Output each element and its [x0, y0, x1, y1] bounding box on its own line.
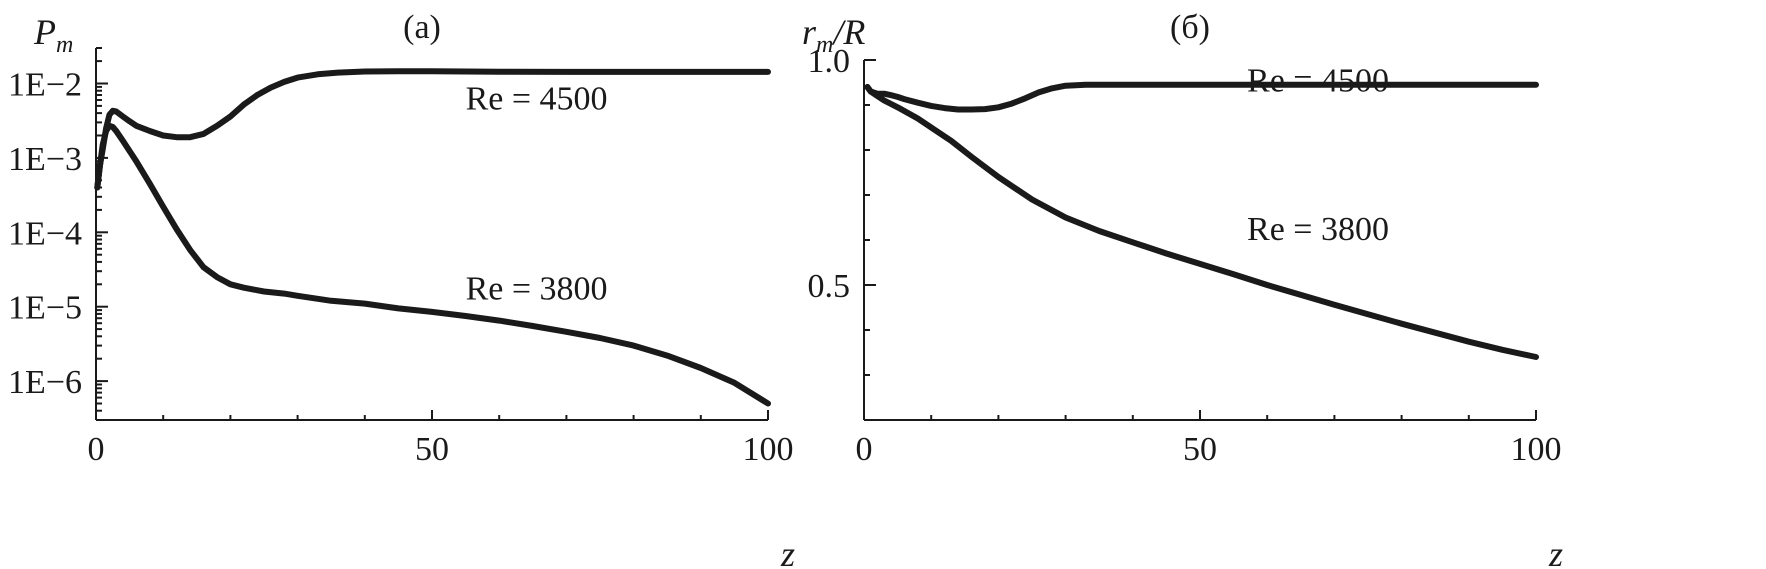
series-label-2: Re = 3800	[1247, 211, 1389, 248]
y-axis-label-sub: m	[816, 32, 833, 58]
y-axis-label: rm/R	[802, 12, 865, 58]
x-tick-label: 0	[88, 431, 105, 468]
y-tick-label: 1.0	[808, 43, 851, 80]
x-tick-label: 0	[856, 431, 873, 468]
x-tick-label: 50	[1183, 431, 1217, 468]
y-axis-label: Pm	[33, 12, 73, 58]
y-tick-label: 1E−5	[8, 290, 82, 327]
chart-panel-1: 0 50 100 1E−2 1E−3 1E−4 1E−5 1E−6 (а) z Pm Re = 450…	[8, 9, 795, 569]
y-axis-label-main: r	[802, 12, 817, 52]
series-line-2	[864, 84, 1539, 360]
x-tick-label: 50	[415, 431, 449, 468]
x-axis-label: z	[780, 534, 795, 569]
series-label-1: Re = 4500	[1247, 63, 1389, 100]
y-tick-label: 1E−4	[8, 215, 82, 252]
series-line-2	[94, 122, 771, 407]
series-label-1: Re = 4500	[466, 80, 608, 117]
series-line-1	[864, 81, 1539, 113]
x-axis-label: z	[1548, 534, 1563, 569]
series-label-2: Re = 3800	[466, 270, 608, 307]
x-tick-label: 100	[1511, 431, 1562, 468]
y-axis-label-main: P	[33, 12, 56, 52]
y-tick-label: 1E−6	[8, 364, 82, 401]
series-line-1	[94, 68, 771, 191]
y-axis-label-tail: /R	[831, 12, 865, 52]
panel-title: (б)	[1170, 9, 1210, 46]
panel-title: (а)	[403, 9, 441, 46]
y-tick-label: 1E−3	[8, 141, 82, 178]
chart-panel-2: 0 50 100 1.0 0.5 (б) z rm/R Re = 4500 Re = 3800	[802, 9, 1563, 569]
y-tick-label: 0.5	[808, 268, 851, 305]
y-axis-label-sub: m	[56, 32, 73, 58]
x-tick-label: 100	[743, 431, 794, 468]
y-tick-label: 1E−2	[8, 66, 82, 103]
